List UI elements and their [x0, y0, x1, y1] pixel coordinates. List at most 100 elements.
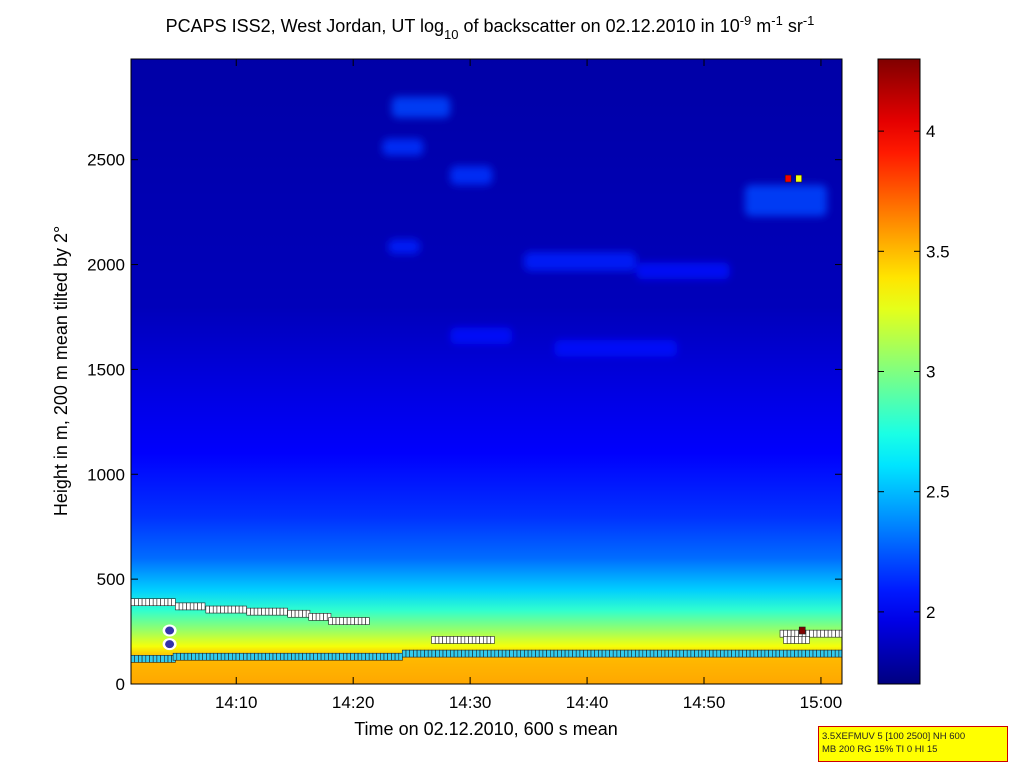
lower-layer-marker — [535, 649, 540, 658]
colorbar-tick-label: 3.5 — [926, 242, 950, 261]
upper-layer-marker — [272, 607, 277, 616]
layer-circle-inner — [165, 640, 175, 649]
heatmap-background — [131, 59, 842, 684]
lower-layer-marker — [553, 649, 559, 658]
lower-layer-marker — [694, 649, 699, 658]
lower-layer-marker — [805, 649, 810, 658]
lower-layer-marker — [716, 649, 721, 658]
lower-layer-marker — [561, 649, 566, 658]
upper-layer-marker — [471, 636, 477, 644]
cloud-patch — [382, 138, 424, 156]
lower-layer-marker — [779, 649, 784, 658]
lower-layer-marker — [424, 649, 429, 658]
lower-layer-marker — [757, 649, 762, 658]
lower-layer-marker — [501, 649, 507, 658]
lower-layer-marker — [354, 652, 359, 661]
upper-layer-marker — [287, 609, 292, 618]
lower-layer-marker — [735, 649, 740, 658]
lower-layer-marker — [775, 649, 781, 658]
upper-layer-marker — [315, 613, 321, 621]
lower-layer-marker — [661, 649, 666, 658]
lower-layer-marker — [624, 649, 629, 658]
lower-layer-marker — [183, 652, 189, 661]
upper-layer-marker — [442, 636, 447, 644]
upper-layer-marker — [175, 602, 180, 611]
lower-layer-marker — [727, 649, 732, 658]
upper-layer-marker — [182, 602, 187, 611]
lower-layer-marker — [516, 649, 522, 658]
upper-layer-marker — [438, 636, 443, 644]
lower-layer-marker — [490, 649, 496, 658]
info-line-2: MB 200 RG 15% TI 0 HI 15 — [822, 744, 938, 755]
lower-layer-marker — [387, 652, 392, 661]
upper-layer-marker — [449, 636, 455, 644]
lower-layer-marker — [546, 649, 551, 658]
upper-layer-marker — [235, 605, 240, 614]
cloud-patch — [450, 165, 493, 185]
upper-layer-marker — [242, 605, 247, 614]
lower-layer-marker — [672, 649, 677, 658]
upper-layer-marker — [298, 609, 303, 618]
lower-layer-marker — [812, 649, 818, 658]
lower-layer-marker — [302, 652, 307, 661]
lower-layer-marker — [538, 649, 544, 658]
lower-layer-marker — [638, 649, 644, 658]
lower-layer-marker — [291, 652, 296, 661]
lower-layer-marker — [479, 649, 485, 658]
upper-layer-marker — [339, 617, 344, 625]
y-tick-label: 1000 — [87, 465, 125, 484]
upper-layer-marker — [350, 617, 355, 625]
lower-layer-marker — [357, 652, 363, 661]
upper-layer-marker — [308, 613, 313, 621]
lower-layer-marker — [612, 649, 618, 658]
lower-layer-marker — [723, 649, 729, 658]
colorbar-tick-label: 2.5 — [926, 483, 950, 502]
upper-layer-marker — [189, 602, 195, 611]
y-tick-label: 0 — [116, 675, 125, 694]
upper-layer-marker — [816, 629, 822, 638]
lower-layer-marker — [631, 649, 636, 658]
lower-layer-marker — [298, 652, 303, 661]
lower-layer-marker — [646, 649, 651, 658]
lower-layer-marker — [213, 652, 218, 661]
lower-layer-marker — [339, 652, 344, 661]
lower-layer-marker — [394, 652, 400, 661]
colorbar-gradient — [877, 58, 921, 685]
upper-layer-marker — [464, 636, 469, 644]
lower-layer-marker — [383, 652, 388, 661]
lower-layer-marker — [783, 649, 788, 658]
lower-layer-marker — [276, 652, 281, 661]
lower-layer-marker — [420, 649, 425, 658]
y-axis-label: Height in m, 200 m mean tilted by 2° — [51, 226, 71, 516]
lower-layer-marker — [261, 652, 266, 661]
lower-layer-marker — [152, 655, 158, 663]
upper-layer-marker — [838, 629, 842, 638]
lower-layer-marker — [720, 649, 725, 658]
lower-layer-marker — [753, 649, 758, 658]
lower-layer-marker — [176, 652, 181, 661]
x-tick-label: 14:10 — [215, 693, 258, 712]
upper-layer-marker — [261, 607, 266, 616]
layer-markers — [131, 174, 842, 663]
lower-layer-marker — [461, 649, 466, 658]
lower-layer-marker — [287, 652, 292, 661]
upper-layer-marker — [160, 598, 165, 607]
lower-layer-marker — [564, 649, 570, 658]
lower-layer-marker — [620, 649, 625, 658]
lower-layer-marker — [542, 649, 547, 658]
upper-layer-marker — [231, 605, 236, 614]
upper-layer-marker — [257, 607, 262, 616]
lower-layer-marker — [191, 652, 196, 661]
x-tick-label: 15:00 — [800, 693, 843, 712]
layer-circle-inner — [165, 626, 175, 635]
upper-layer-marker — [431, 636, 436, 644]
upper-layer-marker — [276, 607, 281, 616]
lower-layer-marker — [372, 652, 377, 661]
upper-layer-marker — [813, 629, 818, 638]
colorbar-tick-label: 4 — [926, 122, 935, 141]
lower-layer-marker — [657, 649, 662, 658]
lower-layer-marker — [134, 655, 139, 663]
lower-layer-marker — [180, 652, 185, 661]
upper-layer-marker — [831, 629, 836, 638]
y-tick-label: 2500 — [87, 151, 125, 170]
